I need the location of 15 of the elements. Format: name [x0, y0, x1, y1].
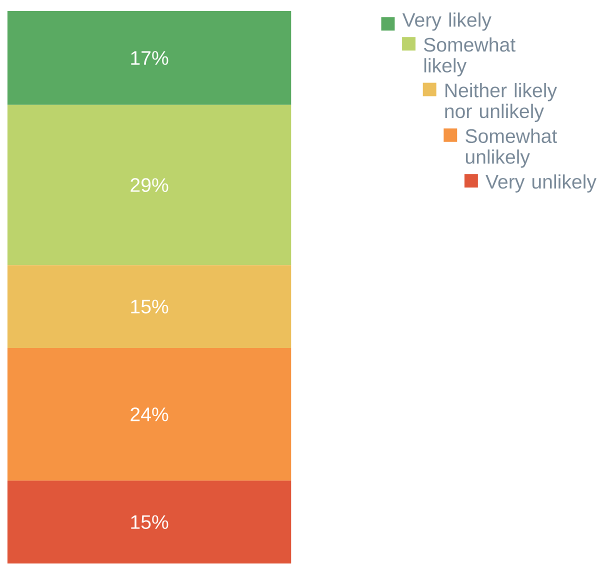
bar: [7, 480, 292, 564]
legend-label: Very likely: [402, 12, 492, 31]
data-label: 29%: [130, 178, 168, 192]
bar: [7, 265, 292, 348]
bar: [7, 105, 292, 266]
legend-label: Somewhat unlikely: [466, 128, 558, 168]
bar: [7, 348, 292, 481]
data-label: 17%: [131, 51, 168, 66]
data-label: 15%: [131, 515, 168, 530]
legend-label: Neither likely nor unlikely: [445, 83, 557, 122]
data-label: 24%: [130, 408, 168, 422]
data-label: 15%: [131, 300, 168, 314]
legend-label: Somewhat likely: [424, 38, 516, 77]
legend-label: Very unlikely: [486, 174, 596, 193]
bar: [7, 11, 292, 106]
